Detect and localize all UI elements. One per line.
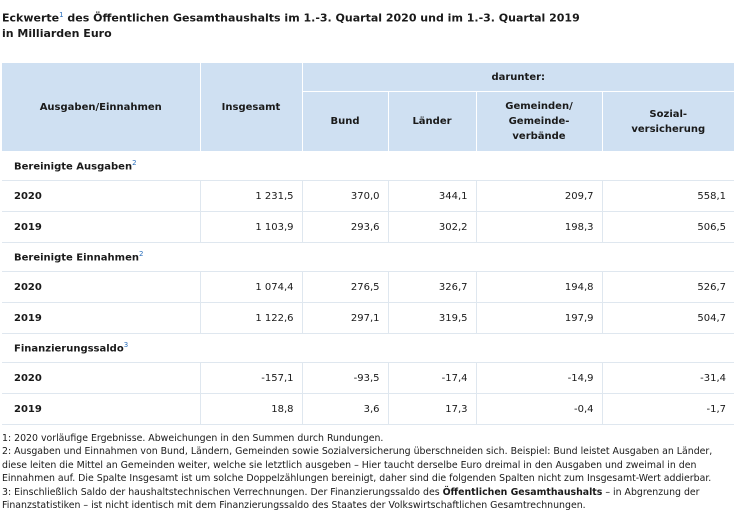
title-text-rest: des Öffentlichen Gesamthaushalts im 1.-3…: [63, 11, 580, 25]
cell-laender: -17,4: [388, 362, 477, 394]
cell-gemeinden: 198,3: [476, 211, 603, 243]
cell-insgesamt: 1 103,9: [200, 211, 303, 243]
cell-bund: 370,0: [302, 180, 389, 212]
data-table: Ausgaben/Einnahmen Insgesamt darunter: B…: [2, 63, 735, 425]
cell-laender: 17,3: [388, 393, 477, 425]
cell-sozial: 506,5: [602, 211, 735, 243]
header-laender: Länder: [388, 91, 477, 152]
footnote-1: 1: 2020 vorläufige Ergebnisse. Abweichun…: [2, 433, 384, 444]
table-row: 2019 1 103,9 293,6 302,2 198,3 506,5: [2, 211, 735, 243]
cell-insgesamt: 1 231,5: [200, 180, 303, 212]
header-sozialversicherung: Sozial- versicherung: [602, 91, 735, 152]
header-sozial-line1: Sozial-: [649, 108, 688, 120]
footnote-2: 2: Ausgaben und Einnahmen von Bund, Länd…: [2, 446, 713, 485]
section-label-text: Bereinigte Einnahmen: [14, 252, 139, 264]
footnote-link-1[interactable]: 1: [59, 11, 64, 19]
cell-insgesamt: -157,1: [200, 362, 303, 394]
cell-gemeinden: 209,7: [476, 180, 603, 212]
header-gemeinden: Gemeinden/ Gemeinde- verbände: [476, 91, 603, 152]
section-row-finanzierungssaldo: Finanzierungssaldo3: [2, 333, 735, 363]
header-sozial-line2: versicherung: [631, 123, 706, 135]
row-year: 2019: [2, 393, 201, 425]
table-row: 2019 18,8 3,6 17,3 -0,4 -1,7: [2, 393, 735, 425]
header-gemeinden-line2: Gemeinde-: [508, 116, 570, 127]
table-row: 2019 1 122,6 297,1 319,5 197,9 504,7: [2, 302, 735, 334]
table-row: 2020 1 074,4 276,5 326,7 194,8 526,7: [2, 271, 735, 303]
section-label: Bereinigte Einnahmen2: [2, 242, 735, 272]
cell-sozial: -31,4: [602, 362, 735, 394]
header-insgesamt: Insgesamt: [200, 63, 303, 152]
row-year: 2020: [2, 271, 201, 303]
cell-bund: 3,6: [302, 393, 389, 425]
cell-bund: 276,5: [302, 271, 389, 303]
section-label: Bereinigte Ausgaben2: [2, 151, 735, 181]
cell-laender: 319,5: [388, 302, 477, 334]
header-gemeinden-line3: verbände: [512, 131, 566, 142]
cell-bund: 297,1: [302, 302, 389, 334]
cell-insgesamt: 1 074,4: [200, 271, 303, 303]
cell-gemeinden: -0,4: [476, 393, 603, 425]
cell-bund: 293,6: [302, 211, 389, 243]
cell-laender: 302,2: [388, 211, 477, 243]
footnote-3-bold: Öffentlichen Gesamthaushalts: [442, 486, 603, 498]
cell-bund: -93,5: [302, 362, 389, 394]
footnote-link-3[interactable]: 3: [123, 341, 129, 350]
section-label: Finanzierungssaldo3: [2, 333, 735, 363]
section-row-bereinigte-einnahmen: Bereinigte Einnahmen2: [2, 242, 735, 272]
footnote-3: 3: Einschließlich Saldo der haushaltstec…: [2, 486, 732, 513]
row-year: 2019: [2, 211, 201, 243]
footnote-link-2[interactable]: 2: [132, 159, 137, 168]
cell-sozial: 504,7: [602, 302, 735, 334]
section-label-text: Finanzierungssaldo: [14, 343, 124, 355]
cell-insgesamt: 18,8: [200, 393, 303, 425]
section-label-text: Bereinigte Ausgaben: [14, 161, 133, 173]
cell-gemeinden: 197,9: [476, 302, 603, 334]
row-year: 2020: [2, 362, 201, 394]
header-ausgaben-einnahmen: Ausgaben/Einnahmen: [2, 63, 201, 152]
row-year: 2020: [2, 180, 201, 212]
cell-gemeinden: 194,8: [476, 271, 603, 303]
cell-sozial: 558,1: [602, 180, 735, 212]
cell-laender: 344,1: [388, 180, 477, 212]
section-row-bereinigte-ausgaben: Bereinigte Ausgaben2: [2, 151, 735, 181]
header-darunter: darunter:: [302, 63, 735, 92]
table-row: 2020 -157,1 -93,5 -17,4 -14,9 -31,4: [2, 362, 735, 394]
header-gemeinden-line1: Gemeinden/: [505, 101, 573, 112]
footnote-3-text: 3: Einschließlich Saldo der haushaltstec…: [2, 486, 443, 498]
row-year: 2019: [2, 302, 201, 334]
header-bund: Bund: [302, 91, 389, 152]
cell-sozial: -1,7: [602, 393, 735, 425]
title-unit: in Milliarden Euro: [2, 26, 112, 40]
cell-insgesamt: 1 122,6: [200, 302, 303, 334]
footnote-link-2[interactable]: 2: [138, 250, 144, 259]
title-text: Eckwerte: [2, 11, 60, 25]
cell-laender: 326,7: [388, 271, 477, 303]
table-row: 2020 1 231,5 370,0 344,1 209,7 558,1: [2, 180, 735, 212]
footnote-3-text-rest: – in Abgrenzung der Finanzstatistiken – …: [2, 486, 700, 512]
cell-sozial: 526,7: [602, 271, 735, 303]
cell-gemeinden: -14,9: [476, 362, 603, 394]
footnotes: 1: 2020 vorläufige Ergebnisse. Abweichun…: [2, 432, 732, 512]
table-title: Eckwerte1 des Öffentlichen Gesamthaushal…: [2, 8, 732, 41]
